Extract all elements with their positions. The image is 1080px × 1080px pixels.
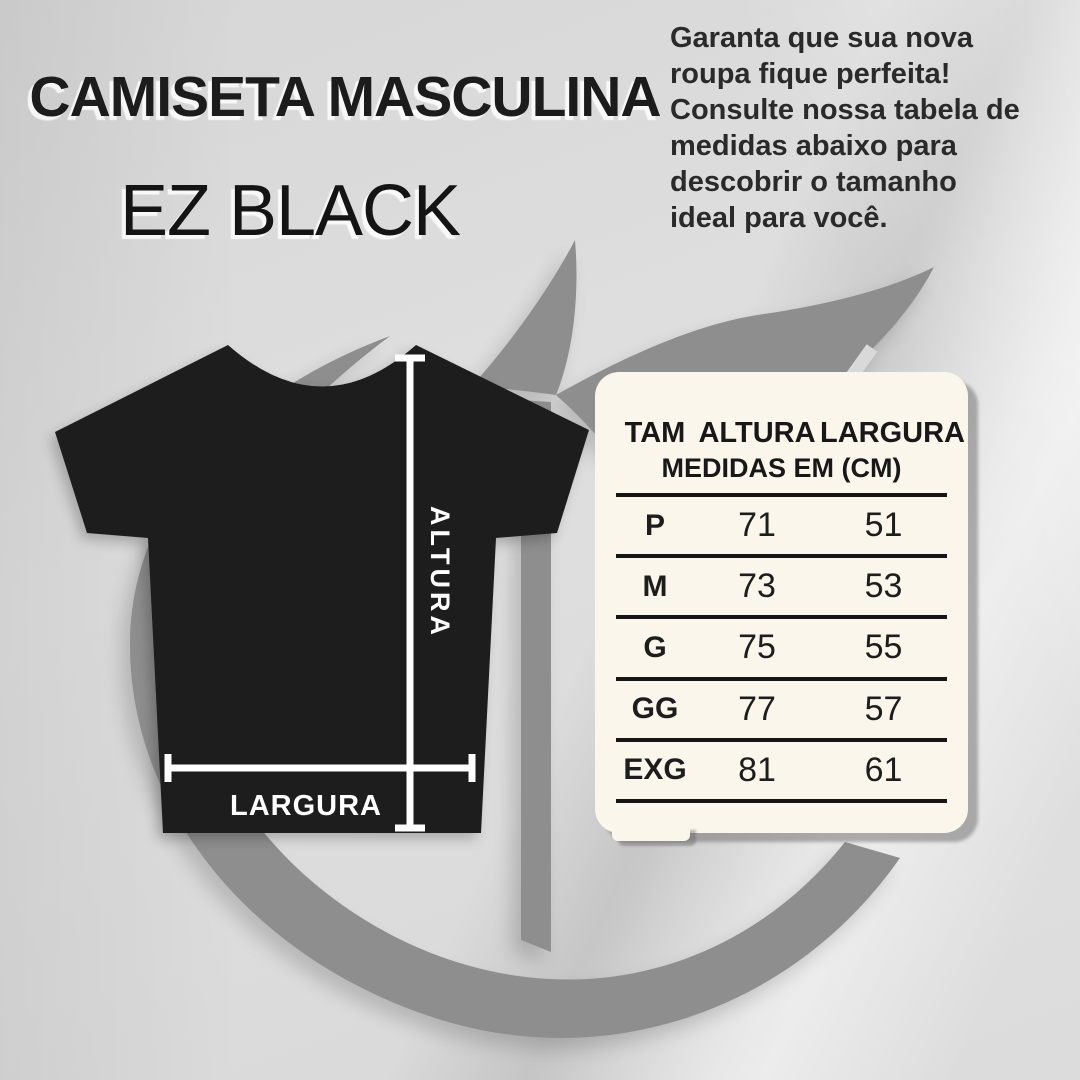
height-measure-label: ALTURA bbox=[425, 506, 455, 639]
shirt-silhouette bbox=[55, 345, 589, 833]
altura-cell: 71 bbox=[738, 506, 776, 545]
product-name: EZ BLACK bbox=[119, 171, 461, 251]
table-row: M 73 53 bbox=[616, 558, 947, 620]
size-cell: G bbox=[643, 630, 667, 664]
table-row: GG 77 57 bbox=[616, 681, 947, 742]
watermark-left-blade bbox=[472, 240, 577, 395]
watermark-stem bbox=[521, 400, 551, 952]
size-cell: M bbox=[642, 569, 668, 603]
table-row: G 75 55 bbox=[616, 619, 947, 681]
size-table-body: P 71 51 M 73 53 G 75 55 GG 77 57 EXG 81 61 bbox=[616, 497, 947, 803]
altura-cell: 73 bbox=[738, 567, 776, 606]
largura-cell: 53 bbox=[864, 567, 903, 606]
largura-cell: 55 bbox=[864, 628, 903, 667]
clipboard-tab bbox=[612, 825, 690, 841]
width-measure-label: LARGURA bbox=[230, 790, 382, 822]
size-table-card: TAM ALTURA LARGURA MEDIDAS EM (CM) P 71 51 M 7… bbox=[595, 372, 968, 841]
size-cell: GG bbox=[631, 692, 679, 726]
height-measure-line bbox=[395, 354, 425, 832]
largura-cell: 57 bbox=[864, 689, 903, 728]
column-header-tam: TAM bbox=[624, 417, 686, 449]
size-cell: P bbox=[644, 508, 665, 542]
size-table-units-label: MEDIDAS EM (CM) bbox=[616, 453, 947, 497]
table-row: P 71 51 bbox=[616, 497, 947, 559]
page-title: CAMISETA MASCULINA bbox=[29, 65, 661, 129]
size-cell: EXG bbox=[623, 753, 687, 787]
altura-cell: 81 bbox=[738, 750, 776, 789]
width-measure-line bbox=[164, 754, 476, 782]
intro-paragraph: Garanta que sua nova roupa fique perfeit… bbox=[670, 22, 1020, 234]
largura-cell: 51 bbox=[864, 506, 903, 545]
table-row: EXG 81 61 bbox=[616, 742, 947, 803]
size-table-header-row: TAM ALTURA LARGURA bbox=[616, 417, 965, 450]
column-header-largura: LARGURA bbox=[820, 417, 965, 449]
altura-cell: 77 bbox=[738, 689, 776, 728]
altura-cell: 75 bbox=[738, 628, 776, 667]
column-header-altura: ALTURA bbox=[698, 417, 816, 449]
largura-cell: 61 bbox=[864, 750, 903, 789]
size-table: TAM ALTURA LARGURA MEDIDAS EM (CM) P 71 51 M 7… bbox=[616, 372, 965, 803]
